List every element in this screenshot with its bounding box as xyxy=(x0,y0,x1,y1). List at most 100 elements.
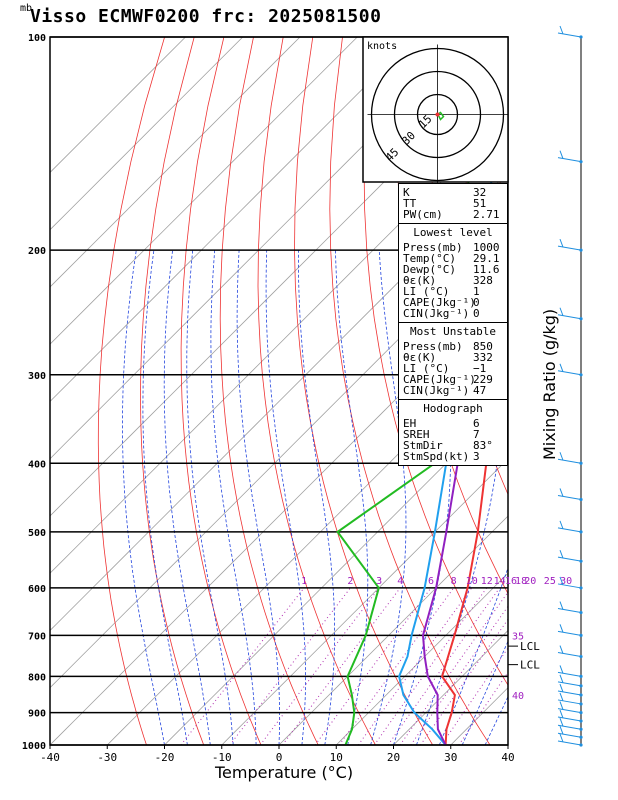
stat-row: SREH 7 xyxy=(403,429,503,440)
mixing-ratio-label: 1 xyxy=(301,576,307,587)
isotherm-line xyxy=(50,37,358,345)
wind-barb-flag xyxy=(559,488,564,497)
stat-value: 0 xyxy=(473,307,480,320)
wind-barb-flag xyxy=(559,363,564,372)
lcl-label: LCL xyxy=(520,659,540,672)
x-tick-label: 30 xyxy=(444,751,457,764)
theta-marker-label: 40 xyxy=(512,691,524,702)
isotherm-line xyxy=(50,37,415,403)
mixing-ratio-label: 20 xyxy=(524,576,536,587)
moist-adiabat-line xyxy=(122,250,165,745)
stat-key: Press(mb) xyxy=(403,241,463,254)
wind-barb xyxy=(557,630,582,636)
stat-value: 6 xyxy=(473,417,480,430)
mixing-ratio-line xyxy=(259,587,380,745)
wind-barb xyxy=(557,458,582,464)
stat-value: 2.71 xyxy=(473,208,500,221)
wind-barb-dot xyxy=(579,735,583,739)
stat-key: SREH xyxy=(403,428,430,441)
stat-row: Press(mb) 1000 xyxy=(403,242,503,253)
stat-row: TT 51 xyxy=(403,198,503,209)
wind-barb-flag xyxy=(559,601,564,610)
stat-row: PW(cm) 2.71 xyxy=(403,209,503,220)
pressure-tick-label: 1000 xyxy=(22,741,46,752)
moist-adiabat-line xyxy=(163,250,211,745)
pressure-tick-label: 600 xyxy=(28,584,46,595)
wind-barb-flag xyxy=(559,645,564,654)
wind-barb xyxy=(557,157,582,163)
isotherm-line xyxy=(50,57,508,517)
isotherm-line xyxy=(50,171,508,632)
stat-key: K xyxy=(403,186,410,199)
stat-key: LI (°C) xyxy=(403,362,450,375)
dry-adiabat-line xyxy=(219,37,319,745)
lowest-level-title: Lowest level xyxy=(413,226,493,239)
x-tick-label: 0 xyxy=(276,751,283,764)
mixing-ratio-line xyxy=(399,591,508,745)
pressure-tick-label: 500 xyxy=(28,528,46,539)
wind-barb-dot xyxy=(579,586,583,590)
mixing-ratio-label: 30 xyxy=(560,576,572,587)
mixing-ratio-label: 3 xyxy=(376,576,382,587)
mixing-ratio-label: 4 xyxy=(397,576,403,587)
mixing-ratio-label: 8 xyxy=(451,576,457,587)
x-axis-title: Temperature (°C) xyxy=(215,763,354,782)
dry-adiabat-line xyxy=(294,37,434,745)
chart-title: Visso ECMWF0200 frc: 2025081500 xyxy=(30,6,382,27)
stat-key: PW(cm) xyxy=(403,208,443,221)
wind-barb xyxy=(557,608,582,614)
hodograph-title: Hodograph xyxy=(423,402,483,415)
mixing-ratio-label: 16 xyxy=(505,576,517,587)
pressure-tick-label: 100 xyxy=(28,33,46,44)
wind-barb xyxy=(557,583,582,589)
stat-row: θε(K) 328 xyxy=(403,275,503,286)
stat-value: 7 xyxy=(473,428,480,441)
stat-key: CAPE(Jkg⁻¹) xyxy=(403,373,476,386)
most-unstable-title: Most Unstable xyxy=(409,325,497,338)
x-tick-label: -40 xyxy=(40,751,60,764)
wind-barb xyxy=(557,690,582,696)
stat-row: CAPE(Jkg⁻¹) 229 xyxy=(403,374,503,385)
wind-barb xyxy=(557,32,582,38)
wind-barb-flag xyxy=(559,307,564,316)
wind-barb xyxy=(557,699,582,705)
isotherm-line xyxy=(278,515,508,745)
stat-value: 3 xyxy=(473,450,480,463)
stat-value: 83° xyxy=(473,439,493,452)
stat-value: 11.6 xyxy=(473,263,500,276)
stats-indices: K 32 TT 51 PW(cm) 2.71 xyxy=(398,183,508,224)
pressure-unit: mb xyxy=(20,3,33,14)
hodograph-units: knots xyxy=(367,41,397,52)
stats-table: K 32 TT 51 PW(cm) 2.71 Lowest level Press(mb)… xyxy=(398,183,508,466)
stats-most-unstable: Most Unstable Press(mb) 850 θε(K) 332 LI (°C… xyxy=(398,323,508,400)
stat-row: EH 6 xyxy=(403,418,503,429)
stat-row: LI (°C) −1 xyxy=(403,363,503,374)
stat-key: StmDir xyxy=(403,439,443,452)
wind-barb xyxy=(557,245,582,251)
wind-barb-dot xyxy=(579,610,583,615)
wind-barb-flag xyxy=(559,550,564,559)
mixing-ratio-label: 12 xyxy=(481,576,493,587)
isotherm-line xyxy=(50,114,508,574)
moist-adiabat-line xyxy=(335,250,369,745)
dry-adiabat-line xyxy=(97,37,165,745)
mixing-ratio-line xyxy=(410,605,508,745)
isotherm-line xyxy=(221,458,508,745)
stat-row: Press(mb) 850 xyxy=(403,341,503,352)
stat-key: CAPE(Jkg⁻¹) xyxy=(403,296,476,309)
x-tick-label: -20 xyxy=(155,751,175,764)
pressure-tick-label: 400 xyxy=(28,459,46,470)
moist-adiabat-line xyxy=(210,250,257,745)
pressure-tick-label: 900 xyxy=(28,709,46,720)
stat-row: CIN(Jkg⁻¹) 47 xyxy=(403,385,503,396)
wind-barb-flag xyxy=(559,150,564,159)
stat-row: Temp(°C) 29.1 xyxy=(403,253,503,264)
stat-value: 0 xyxy=(473,296,480,309)
stat-row: CIN(Jkg⁻¹) 0 xyxy=(403,308,503,319)
stats-lowest-level: Lowest level Press(mb) 1000 Temp(°C) 29.1 De… xyxy=(398,224,508,323)
x-tick-label: 20 xyxy=(387,751,400,764)
wind-barb-flag xyxy=(559,624,564,633)
stat-key: CIN(Jkg⁻¹) xyxy=(403,384,470,397)
wind-barb-dot xyxy=(579,711,583,715)
